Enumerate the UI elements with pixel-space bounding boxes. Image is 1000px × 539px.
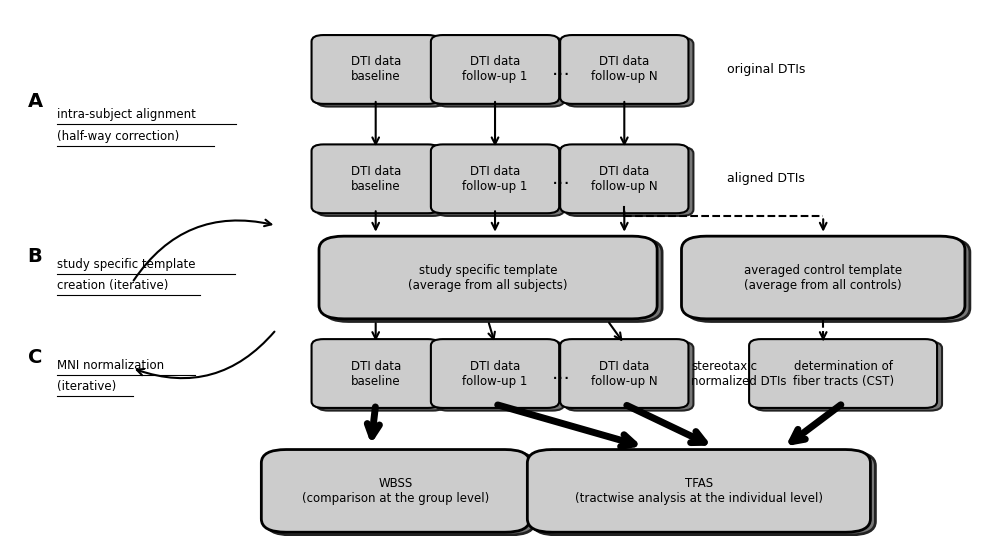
Text: TFAS
(tractwise analysis at the individual level): TFAS (tractwise analysis at the individu… <box>575 477 823 505</box>
FancyBboxPatch shape <box>431 144 559 213</box>
Text: DTI data
follow-up N: DTI data follow-up N <box>591 56 658 84</box>
Text: stereotaxic
normalized DTIs: stereotaxic normalized DTIs <box>691 360 786 388</box>
FancyBboxPatch shape <box>565 38 693 107</box>
Text: DTI data
baseline: DTI data baseline <box>351 360 401 388</box>
Text: creation (iterative): creation (iterative) <box>57 279 169 292</box>
FancyBboxPatch shape <box>527 450 870 532</box>
Text: study specific template
(average from all subjects): study specific template (average from al… <box>408 264 568 292</box>
FancyBboxPatch shape <box>436 147 564 216</box>
FancyBboxPatch shape <box>436 342 564 411</box>
Text: averaged control template
(average from all controls): averaged control template (average from … <box>744 264 902 292</box>
Text: DTI data
follow-up N: DTI data follow-up N <box>591 360 658 388</box>
Text: DTI data
follow-up N: DTI data follow-up N <box>591 165 658 193</box>
FancyBboxPatch shape <box>749 339 937 408</box>
Text: study specific template: study specific template <box>57 258 196 271</box>
FancyBboxPatch shape <box>754 342 942 411</box>
Text: DTI data
baseline: DTI data baseline <box>351 56 401 84</box>
FancyBboxPatch shape <box>431 339 559 408</box>
Text: aligned DTIs: aligned DTIs <box>727 172 805 185</box>
Text: ...: ... <box>552 364 571 383</box>
Text: B: B <box>28 247 42 266</box>
FancyBboxPatch shape <box>532 452 875 535</box>
FancyBboxPatch shape <box>317 342 445 411</box>
Text: MNI normalization: MNI normalization <box>57 359 165 372</box>
FancyBboxPatch shape <box>324 239 662 321</box>
FancyBboxPatch shape <box>436 38 564 107</box>
FancyBboxPatch shape <box>686 239 970 321</box>
Text: DTI data
follow-up 1: DTI data follow-up 1 <box>462 165 528 193</box>
Text: DTI data
follow-up 1: DTI data follow-up 1 <box>462 360 528 388</box>
FancyBboxPatch shape <box>681 236 965 319</box>
FancyBboxPatch shape <box>312 339 440 408</box>
FancyBboxPatch shape <box>565 342 693 411</box>
Text: (half-way correction): (half-way correction) <box>57 130 180 143</box>
Text: A: A <box>28 92 43 111</box>
FancyBboxPatch shape <box>261 450 530 532</box>
FancyBboxPatch shape <box>560 339 688 408</box>
FancyBboxPatch shape <box>431 35 559 104</box>
FancyBboxPatch shape <box>565 147 693 216</box>
FancyBboxPatch shape <box>317 38 445 107</box>
Text: original DTIs: original DTIs <box>727 63 805 76</box>
FancyBboxPatch shape <box>319 236 657 319</box>
Text: DTI data
baseline: DTI data baseline <box>351 165 401 193</box>
Text: ...: ... <box>552 169 571 188</box>
Text: (iterative): (iterative) <box>57 381 117 393</box>
Text: ...: ... <box>552 60 571 79</box>
FancyBboxPatch shape <box>560 144 688 213</box>
Text: WBSS
(comparison at the group level): WBSS (comparison at the group level) <box>302 477 489 505</box>
FancyBboxPatch shape <box>266 452 535 535</box>
Text: DTI data
follow-up 1: DTI data follow-up 1 <box>462 56 528 84</box>
FancyBboxPatch shape <box>317 147 445 216</box>
Text: intra-subject alignment: intra-subject alignment <box>57 108 196 121</box>
FancyBboxPatch shape <box>312 35 440 104</box>
FancyBboxPatch shape <box>312 144 440 213</box>
Text: determination of
fiber tracts (CST): determination of fiber tracts (CST) <box>793 360 894 388</box>
FancyBboxPatch shape <box>560 35 688 104</box>
Text: C: C <box>28 348 42 367</box>
